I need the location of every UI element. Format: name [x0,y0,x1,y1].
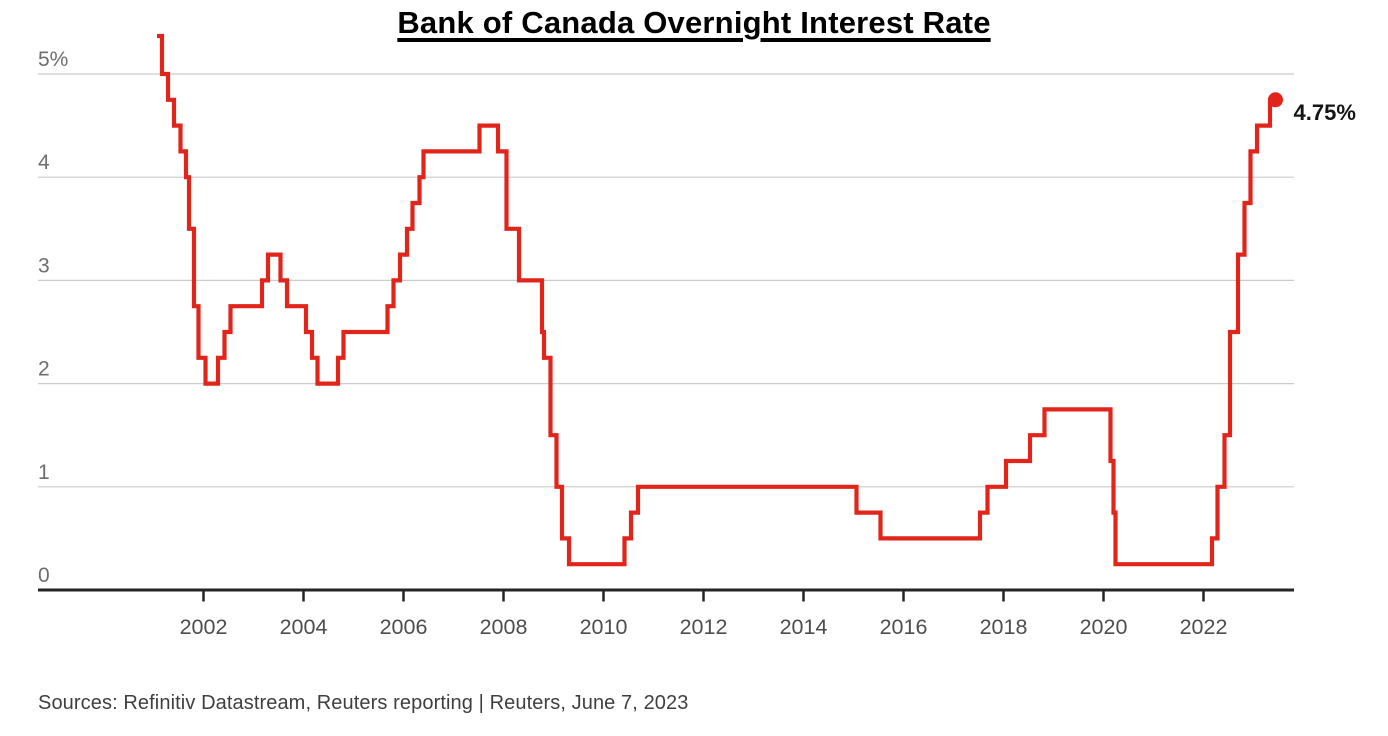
y-tick-label: 3 [38,254,50,277]
y-tick-label: 0 [38,564,50,587]
x-tick-label: 2020 [1080,615,1128,639]
x-tick-label: 2012 [680,615,728,639]
x-tick-label: 2006 [380,615,428,639]
x-tick-label: 2016 [880,615,928,639]
x-tick-label: 2010 [580,615,628,639]
source-attribution: Sources: Refinitiv Datastream, Reuters r… [38,692,689,714]
x-tick-label: 2008 [480,615,528,639]
x-tick-label: 2004 [280,615,328,639]
x-tick-label: 2002 [180,615,228,639]
y-tick-label: 1 [38,461,50,484]
y-tick-label: 4 [38,151,50,174]
x-tick-label: 2018 [980,615,1028,639]
rate-line [157,33,1276,567]
x-tick-label: 2022 [1180,615,1228,639]
y-tick-label: 5% [38,48,68,71]
x-tick-label: 2014 [780,615,828,639]
y-tick-label: 2 [38,358,50,381]
chart-title: Bank of Canada Overnight Interest Rate [397,5,991,40]
latest-point-marker [1268,92,1283,108]
latest-rate-label: 4.75% [1294,100,1356,125]
